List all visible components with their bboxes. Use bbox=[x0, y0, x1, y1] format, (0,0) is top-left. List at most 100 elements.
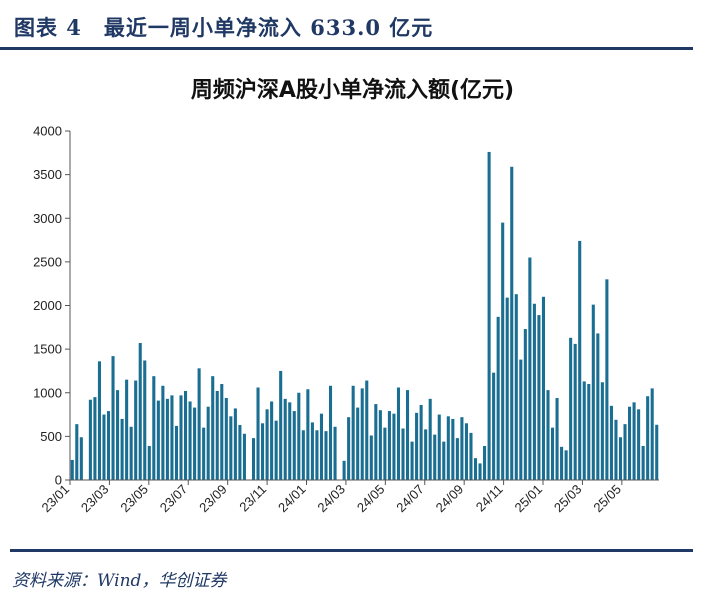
y-tick-label: 0 bbox=[55, 473, 62, 488]
x-tick-label: 25/05 bbox=[590, 482, 624, 516]
bar bbox=[600, 382, 604, 480]
bar bbox=[301, 430, 305, 480]
bar bbox=[188, 401, 192, 480]
x-tick-label: 23/07 bbox=[157, 482, 191, 516]
bar bbox=[179, 395, 183, 480]
bar bbox=[510, 166, 514, 480]
bar bbox=[374, 404, 378, 480]
bar bbox=[324, 431, 328, 480]
y-tick-label: 2500 bbox=[33, 254, 62, 269]
bar bbox=[120, 418, 124, 480]
bar bbox=[560, 446, 564, 480]
bar bbox=[433, 434, 437, 480]
y-tick-label: 1000 bbox=[33, 385, 62, 400]
x-tick-label: 23/11 bbox=[236, 482, 269, 515]
bar bbox=[519, 359, 523, 480]
bar bbox=[197, 368, 201, 480]
bar bbox=[170, 395, 174, 480]
bar bbox=[279, 370, 283, 480]
bar bbox=[125, 379, 129, 480]
bar bbox=[424, 429, 428, 480]
bar bbox=[541, 296, 545, 480]
source-note: 资料来源：Wind，华创证券 bbox=[12, 571, 227, 591]
bar bbox=[88, 399, 92, 480]
bar bbox=[492, 372, 496, 480]
bar bbox=[265, 409, 269, 480]
bar bbox=[256, 387, 260, 480]
bar bbox=[528, 257, 532, 480]
y-tick-label: 4000 bbox=[33, 124, 62, 139]
x-tick-label: 23/09 bbox=[196, 482, 230, 516]
bar bbox=[451, 418, 455, 480]
bar bbox=[473, 458, 478, 480]
x-tick-label: 23/05 bbox=[117, 482, 151, 516]
x-tick-label: 25/01 bbox=[512, 482, 546, 516]
bar bbox=[406, 390, 410, 480]
bar bbox=[229, 416, 233, 480]
bar bbox=[79, 437, 83, 480]
bar bbox=[342, 460, 346, 480]
bar bbox=[102, 414, 106, 480]
bar bbox=[211, 376, 215, 480]
bar bbox=[401, 428, 405, 480]
bar bbox=[351, 385, 355, 480]
bar bbox=[156, 400, 160, 480]
bar bbox=[378, 410, 382, 480]
bar bbox=[251, 438, 256, 480]
chart-title: 周频沪深A股小单净流入额(亿元) bbox=[190, 78, 515, 103]
bar bbox=[116, 390, 120, 480]
bar bbox=[138, 343, 142, 480]
bar bbox=[274, 420, 278, 480]
bar bbox=[428, 398, 432, 480]
bar bbox=[437, 414, 441, 480]
bar bbox=[215, 391, 219, 480]
bar bbox=[75, 424, 79, 480]
bar bbox=[523, 329, 527, 480]
bar bbox=[569, 337, 573, 480]
bar bbox=[632, 402, 636, 480]
bar bbox=[270, 401, 274, 480]
bar bbox=[419, 404, 423, 480]
bar bbox=[383, 427, 387, 480]
bar bbox=[134, 380, 138, 480]
bar bbox=[605, 279, 609, 480]
bar bbox=[242, 433, 246, 480]
bar bbox=[455, 438, 459, 480]
bar bbox=[596, 333, 600, 480]
bar bbox=[623, 424, 627, 480]
x-tick-label: 24/01 bbox=[275, 482, 309, 516]
x-tick-label: 24/11 bbox=[473, 482, 506, 515]
bar bbox=[578, 240, 582, 480]
header-divider bbox=[0, 47, 693, 50]
bar bbox=[161, 385, 165, 480]
bar bbox=[609, 405, 613, 480]
bar bbox=[333, 426, 337, 480]
bar bbox=[446, 416, 450, 480]
bar bbox=[347, 417, 351, 480]
x-tick-label: 25/03 bbox=[551, 482, 585, 516]
bar bbox=[550, 427, 555, 480]
bar bbox=[174, 425, 179, 480]
y-tick-label: 3000 bbox=[33, 211, 62, 226]
x-tick-label: 24/03 bbox=[314, 482, 348, 516]
bar bbox=[147, 445, 151, 480]
footer-divider bbox=[10, 549, 693, 552]
y-tick-label: 1500 bbox=[33, 342, 62, 357]
bar bbox=[297, 392, 301, 480]
bar bbox=[410, 441, 414, 480]
bar bbox=[143, 360, 147, 480]
bar bbox=[487, 151, 491, 480]
x-tick-label: 24/07 bbox=[393, 482, 427, 516]
bar bbox=[564, 450, 568, 480]
bar bbox=[650, 388, 654, 480]
bar bbox=[183, 391, 188, 480]
bar bbox=[546, 390, 550, 480]
bar bbox=[193, 407, 197, 480]
bar bbox=[573, 343, 577, 480]
bar bbox=[224, 397, 228, 480]
bar bbox=[306, 389, 310, 480]
bar bbox=[93, 397, 97, 480]
bar bbox=[365, 380, 369, 480]
bar bbox=[238, 425, 242, 480]
